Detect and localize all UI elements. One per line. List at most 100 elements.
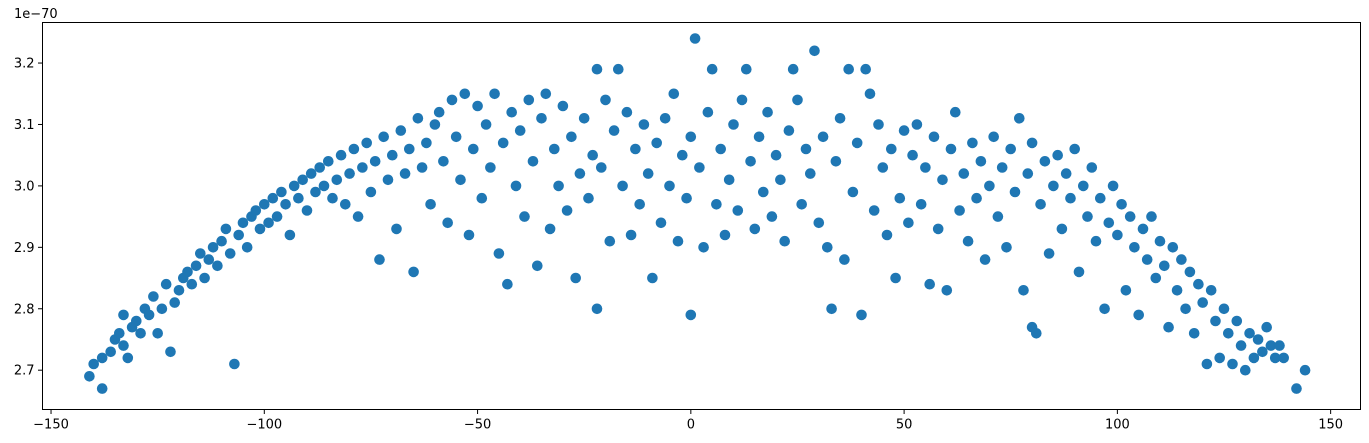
data-point <box>429 119 441 130</box>
data-point <box>958 168 970 179</box>
data-point <box>540 88 552 100</box>
data-point <box>1069 143 1080 155</box>
y-axis: 2.7 2.8 2.9 3.0 3.1 3.2 <box>14 57 43 379</box>
data-point <box>587 149 598 161</box>
data-point <box>591 303 603 315</box>
data-point <box>591 63 603 75</box>
data-point <box>728 119 739 130</box>
data-point <box>1184 266 1196 278</box>
data-point <box>233 229 244 241</box>
data-point <box>753 131 765 143</box>
data-point <box>1039 156 1051 167</box>
data-point <box>894 192 906 204</box>
data-point <box>1274 340 1285 351</box>
data-point <box>195 248 206 259</box>
data-point <box>288 180 300 192</box>
data-point <box>229 358 240 370</box>
data-point <box>856 309 867 321</box>
data-point <box>1214 352 1225 364</box>
data-point <box>382 174 394 186</box>
data-point <box>868 205 880 216</box>
data-point <box>736 94 748 106</box>
data-point <box>549 143 560 155</box>
data-point <box>805 168 816 179</box>
data-point <box>1150 272 1162 284</box>
data-point <box>169 297 180 308</box>
y-tick-label: 3.1 <box>14 118 35 133</box>
data-point <box>975 156 987 167</box>
x-axis: −150 −100 −50 0 50 100 150 <box>33 409 1343 433</box>
data-point <box>1235 340 1247 351</box>
data-point <box>514 125 526 136</box>
data-point <box>967 137 978 149</box>
data-point <box>1205 285 1217 296</box>
data-point <box>510 180 522 192</box>
data-point <box>1163 321 1174 333</box>
data-point <box>335 149 347 161</box>
data-point <box>638 119 650 130</box>
data-point <box>502 278 513 290</box>
data-point <box>996 162 1008 173</box>
x-tick-label: −100 <box>246 418 282 433</box>
data-point <box>190 260 202 272</box>
data-point <box>276 186 287 198</box>
data-point <box>566 131 577 143</box>
data-point <box>1167 242 1179 253</box>
data-point <box>348 143 360 155</box>
data-point <box>323 156 334 167</box>
data-point <box>1154 235 1166 247</box>
data-point <box>677 149 688 161</box>
data-point <box>822 242 833 253</box>
data-point <box>1129 242 1140 253</box>
y-offset-label: 1e−70 <box>14 7 58 22</box>
data-point <box>557 100 569 112</box>
data-point <box>553 180 564 192</box>
data-point <box>148 291 159 302</box>
data-point <box>96 383 108 394</box>
data-point <box>787 63 799 75</box>
data-point <box>1031 328 1042 339</box>
data-point <box>489 88 500 100</box>
data-point <box>783 125 795 136</box>
data-point <box>813 217 825 229</box>
data-point <box>1278 352 1289 364</box>
data-point <box>945 143 957 155</box>
data-point <box>651 137 662 149</box>
data-point <box>630 143 641 155</box>
data-point <box>416 162 428 173</box>
data-point <box>809 45 820 57</box>
data-point <box>305 168 317 179</box>
data-point <box>775 174 786 186</box>
data-point <box>438 156 449 167</box>
data-point <box>1022 168 1034 179</box>
data-point <box>715 143 726 155</box>
data-point <box>600 94 611 106</box>
data-point <box>668 88 680 100</box>
data-point <box>446 94 458 106</box>
data-point <box>327 192 338 204</box>
data-point <box>1056 223 1068 235</box>
data-point <box>762 106 773 118</box>
data-point <box>1231 315 1243 327</box>
data-point <box>843 63 854 75</box>
data-point <box>365 186 377 198</box>
data-point <box>344 168 355 179</box>
data-point <box>391 223 402 235</box>
data-point <box>105 346 116 358</box>
data-point <box>1227 358 1238 370</box>
data-point <box>421 137 432 149</box>
data-point <box>1009 186 1021 198</box>
data-point <box>694 162 705 173</box>
data-point <box>118 340 129 351</box>
data-point <box>476 192 488 204</box>
data-point <box>259 199 270 210</box>
data-point <box>455 174 466 186</box>
data-point <box>1095 192 1106 204</box>
data-point <box>954 205 965 216</box>
x-tick-label: −150 <box>33 418 69 433</box>
data-point <box>642 168 654 179</box>
data-point <box>911 119 923 130</box>
data-point <box>1052 149 1063 161</box>
data-point <box>1223 328 1234 339</box>
